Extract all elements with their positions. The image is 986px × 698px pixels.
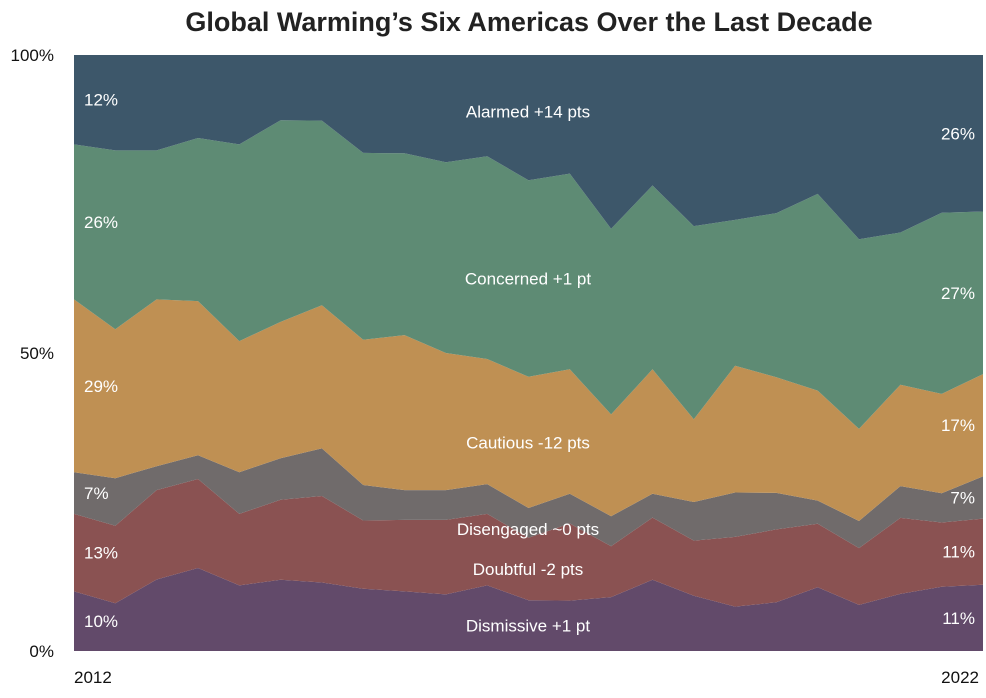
end-value-alarmed-14-pts: 26% <box>941 124 975 143</box>
series-areas <box>74 55 983 651</box>
label-dismissive-1-pt: Dismissive +1 pt <box>466 617 591 636</box>
start-value-alarmed-14-pts: 12% <box>84 91 118 110</box>
area-alarmed-14-pts <box>74 55 983 240</box>
start-value-cautious-12-pts: 29% <box>84 377 118 396</box>
y-tick-label: 0% <box>29 642 54 661</box>
chart-title: Global Warming’s Six Americas Over the L… <box>185 7 872 37</box>
area-disengaged-0-pts <box>74 448 983 549</box>
end-value-concerned-1-pt: 27% <box>941 284 975 303</box>
endpoint-value-labels: 10% 11% 13% 11% 7% 7% 29% 17% 26% 27% 12% 26% <box>84 91 975 632</box>
end-value-doubtful-2-pts: 11% <box>942 543 975 562</box>
end-value-disengaged-0-pts: 7% <box>950 489 975 508</box>
label-cautious-12-pts: Cautious -12 pts <box>466 433 590 452</box>
axis-tick-labels: 100% 50% 0% 2012 2022 <box>11 46 979 687</box>
start-value-disengaged-0-pts: 7% <box>84 484 109 503</box>
label-alarmed-14-pts: Alarmed +14 pts <box>466 103 590 122</box>
start-value-concerned-1-pt: 26% <box>84 213 118 232</box>
end-value-cautious-12-pts: 17% <box>941 416 975 435</box>
y-tick-label: 100% <box>11 46 54 65</box>
series-labels: Dismissive +1 pt Doubtful -2 pts Disengage… <box>457 103 599 636</box>
label-doubtful-2-pts: Doubtful -2 pts <box>473 560 584 579</box>
area-doubtful-2-pts <box>74 479 983 607</box>
label-disengaged-0-pts: Disengaged ~0 pts <box>457 520 599 539</box>
area-dismissive-1-pt <box>74 568 983 651</box>
area-concerned-1-pt <box>74 120 983 429</box>
area-cautious-12-pts <box>74 299 983 521</box>
start-value-dismissive-1-pt: 10% <box>84 612 118 631</box>
x-tick-label-end: 2022 <box>941 668 979 687</box>
label-concerned-1-pt: Concerned +1 pt <box>465 270 591 289</box>
x-tick-label-start: 2012 <box>74 668 112 687</box>
start-value-doubtful-2-pts: 13% <box>84 544 118 563</box>
end-value-dismissive-1-pt: 11% <box>942 609 975 628</box>
y-tick-label: 50% <box>20 344 54 363</box>
